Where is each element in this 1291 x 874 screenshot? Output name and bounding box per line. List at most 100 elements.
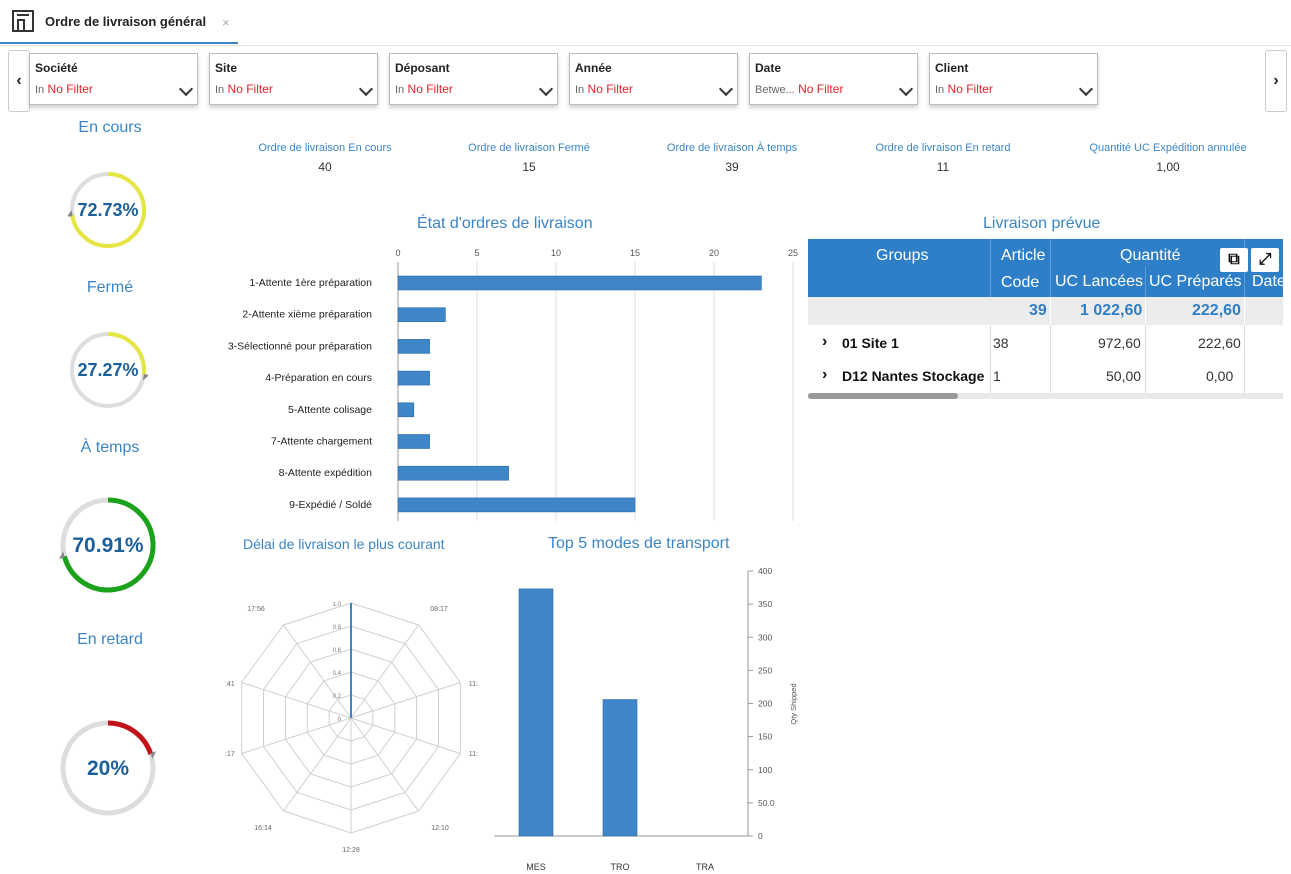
divider — [1145, 297, 1146, 325]
chevron-right-icon[interactable]: › — [822, 366, 828, 383]
filter-prefix: Betwe... — [755, 84, 795, 96]
chevron-right-icon[interactable]: › — [822, 333, 828, 350]
header-date[interactable]: Date — [1245, 267, 1283, 297]
radar-axis-label: 08:17 — [430, 606, 448, 613]
column-y-tick: 150 — [758, 732, 772, 742]
column-bar[interactable] — [602, 699, 638, 837]
bar-category-label: 5-Attente colisage — [288, 404, 372, 416]
radar-axis-label: 17:56 — [247, 606, 265, 613]
radar-spoke — [283, 717, 352, 812]
filter-value: In No Filter — [215, 82, 273, 96]
filter-selection: No Filter — [47, 82, 93, 96]
gauge-pointer-icon — [150, 751, 157, 759]
close-icon[interactable]: × — [222, 15, 230, 30]
radar-spoke — [350, 681, 461, 719]
kpi-value: 1,00 — [1156, 160, 1180, 174]
filter-client[interactable]: Client In No Filter — [929, 53, 1098, 105]
gauge-arc — [70, 172, 146, 248]
filter-value: In No Filter — [575, 82, 633, 96]
dashboard-icon — [12, 10, 34, 32]
header-article[interactable]: Article Code — [991, 239, 1050, 297]
header-uc-prepares[interactable]: UC Préparés — [1146, 267, 1244, 297]
total-uc-prepares: 222,60 — [1192, 302, 1241, 319]
column-y-axis-label: Qty Shipped — [789, 683, 798, 724]
open-external-icon[interactable]: ⧉ — [1220, 248, 1248, 272]
table-row[interactable]: › D12 Nantes Stockage 1 50,00 0,00 — [808, 360, 1283, 392]
gauge-a-temps: 70.91% — [58, 496, 157, 594]
kpi-value: 15 — [522, 160, 536, 174]
divider — [1145, 325, 1146, 395]
next-filter-button[interactable]: › — [1265, 50, 1287, 112]
bar-x-tick: 15 — [630, 248, 640, 258]
bar[interactable] — [397, 497, 636, 513]
bar[interactable] — [397, 465, 509, 481]
header-groups[interactable]: Groups — [808, 239, 990, 297]
filter-site[interactable]: Site In No Filter — [209, 53, 378, 105]
grid-header — [808, 239, 1283, 297]
filter-deposant[interactable]: Déposant In No Filter — [389, 53, 558, 105]
grid-scrollbar-track[interactable] — [808, 393, 1283, 399]
gauge-label-a-temps: À temps — [80, 439, 140, 456]
column-y-tick: 300 — [758, 632, 772, 642]
table-row[interactable]: › 01 Site 1 38 972,60 222,60 — [808, 327, 1283, 359]
gauge-value: 70.91% — [72, 534, 144, 557]
total-code: 39 — [1029, 302, 1047, 319]
filter-selection: No Filter — [407, 82, 453, 96]
bar-category-label: 8-Attente expédition — [279, 467, 373, 479]
column-y-tick: 200 — [758, 699, 772, 709]
bar[interactable] — [397, 275, 762, 291]
bar[interactable] — [397, 370, 430, 386]
row-code: 38 — [993, 335, 1009, 351]
grid-scrollbar-thumb[interactable] — [808, 393, 958, 399]
gauge-arc — [62, 497, 156, 593]
header-quantite-label: Quantité — [1120, 247, 1181, 264]
fullscreen-icon[interactable]: ⤢ — [1251, 248, 1279, 272]
bar-category-label: 1-Attente 1ère préparation — [249, 277, 372, 289]
radar-spoke — [241, 681, 352, 719]
gauge-arc — [107, 720, 154, 755]
divider — [990, 325, 991, 395]
bar-x-tick: 25 — [788, 248, 798, 258]
gauge-ring — [60, 720, 157, 816]
column-y-tick: 250 — [758, 665, 772, 675]
kpi-label: Quantité UC Expédition annulée — [1089, 142, 1247, 154]
header-uc-prepares-label: UC Préparés — [1149, 273, 1242, 290]
filter-title: Site — [215, 61, 238, 75]
gauge-ring — [58, 497, 156, 593]
bar-chart-title: État d'ordres de livraison — [417, 215, 593, 232]
bar-x-tick: 0 — [395, 248, 400, 258]
bar[interactable] — [397, 307, 446, 323]
tab-bar: Ordre de livraison général × — [0, 0, 1291, 46]
header-uc-lancees[interactable]: UC Lancées — [1051, 267, 1145, 297]
bar-category-label: 9-Expédié / Soldé — [289, 499, 372, 511]
column-bar[interactable] — [518, 588, 554, 837]
divider — [1050, 297, 1051, 325]
filter-title: Déposant — [395, 61, 450, 75]
radar-radial-tick: 0.6 — [333, 648, 342, 654]
tab-ordre-livraison[interactable]: Ordre de livraison général × — [0, 0, 238, 44]
gauge-pointer-icon — [58, 551, 65, 559]
header-date-label: Date — [1252, 273, 1283, 290]
filter-prefix: In — [935, 84, 945, 96]
gauge-ring — [70, 332, 150, 408]
column-chart-title: Top 5 modes de transport — [548, 535, 730, 552]
filter-value: Betwe... No Filter — [755, 82, 843, 96]
kpi-value: 40 — [318, 160, 332, 174]
bar[interactable] — [397, 402, 415, 418]
filter-annee[interactable]: Année In No Filter — [569, 53, 738, 105]
filter-societe[interactable]: Société In No Filter — [29, 53, 198, 105]
gauge-ferme: 27.27% — [68, 330, 150, 410]
gauge-label-en-cours: En cours — [78, 119, 142, 136]
row-uc-prepares: 222,60 — [1198, 335, 1241, 351]
bar[interactable] — [397, 434, 430, 449]
header-quantite[interactable]: Quantité — [1051, 239, 1251, 267]
filter-selection: No Filter — [947, 82, 993, 96]
radar-spoke — [350, 717, 419, 812]
divider — [990, 239, 991, 297]
kpi-en-cours: Ordre de livraison En cours 40 — [235, 142, 415, 174]
header-code-label: Code — [1001, 274, 1040, 291]
radar-axis-label: 11: — [469, 681, 478, 688]
bar[interactable] — [397, 339, 430, 354]
filter-date[interactable]: Date Betwe... No Filter — [749, 53, 918, 105]
